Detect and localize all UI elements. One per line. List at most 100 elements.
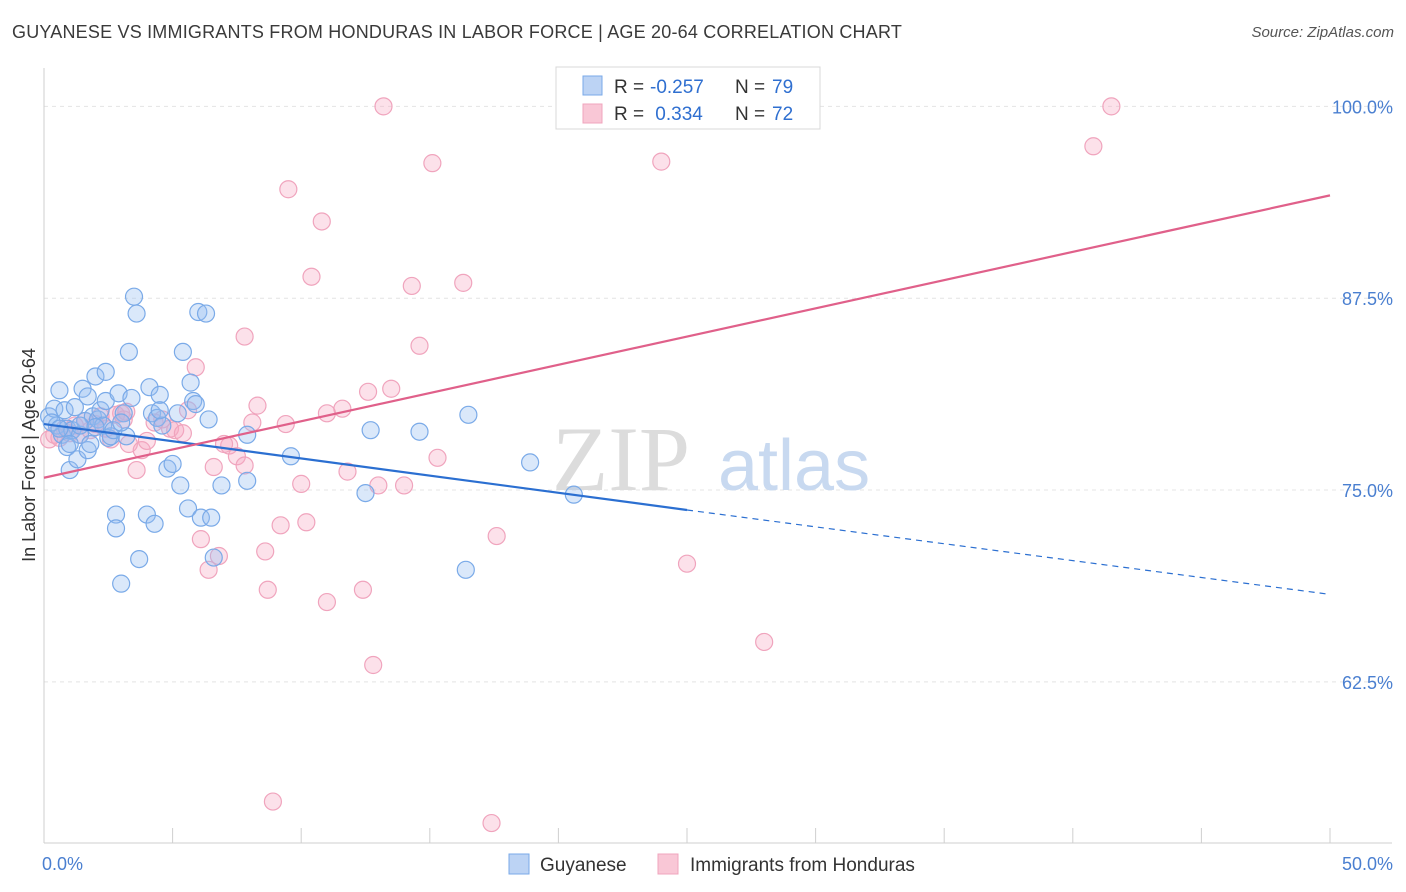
legend: R = -0.257 N = 79 R = 0.334 N = 72 [555,66,821,130]
legend-n-label-honduras: N = [735,104,765,125]
honduras-point-54 [374,97,393,116]
guyanese-point-56 [196,304,216,323]
guyanese-point-40 [140,378,159,397]
honduras-point-29 [204,457,223,477]
guyanese-point-73 [60,434,79,454]
trend-line-guyanese-extension [686,509,1331,595]
guyanese-point-69 [521,453,540,472]
guyanese-point-23 [96,362,115,381]
guyanese-point-76 [112,413,131,432]
guyanese-point-38 [130,549,149,569]
honduras-point-68 [1102,97,1121,116]
bottom-legend-swatch-honduras [657,853,679,875]
guyanese-point-29 [106,519,126,538]
guyanese-point-53 [184,391,203,411]
guyanese-point-77 [150,401,169,420]
honduras-point-61 [454,273,473,292]
guyanese-point-48 [168,404,187,423]
legend-n-value-honduras: 72 [772,104,793,125]
guyanese-point-74 [70,416,90,435]
honduras-point-60 [428,448,447,467]
axes [43,68,1392,844]
honduras-point-43 [292,474,311,493]
y-tick-label-0: 100.0% [1332,97,1393,117]
honduras-point-34 [235,327,254,346]
honduras-point-47 [317,592,337,612]
chart-title: GUYANESE VS IMMIGRANTS FROM HONDURAS IN … [12,22,903,42]
legend-r-label-guyanese: R = [614,77,644,98]
bottom-legend-label-guyanese: Guyanese [540,855,627,876]
guyanese-point-78 [186,394,205,414]
guyanese-point-50 [173,342,192,362]
guyanese-point-10 [65,398,84,417]
honduras-point-67 [1084,137,1103,156]
series-guyanese-points [40,287,583,593]
guyanese-point-66 [410,422,429,441]
honduras-point-66 [755,632,774,652]
guyanese-point-21 [91,401,110,420]
y-axis-title: In Labor Force | Age 20-64 [19,348,39,562]
guyanese-point-52 [181,373,200,392]
honduras-point-42 [279,180,298,199]
guyanese-point-37 [127,304,146,323]
guyanese-point-17 [81,434,100,454]
x-tick-labels: 0.0% 50.0% [42,854,1393,874]
honduras-point-57 [402,276,421,296]
guyanese-point-58 [202,508,221,527]
guyanese-point-36 [124,287,144,306]
honduras-point-65 [677,554,697,573]
honduras-point-63 [487,526,506,546]
guyanese-point-54 [189,302,208,322]
guyanese-point-12 [70,425,90,444]
guyanese-point-67 [456,560,475,579]
trend-line-guyanese [43,422,688,512]
guyanese-point-61 [238,471,257,490]
honduras-point-37 [256,542,275,561]
guyanese-point-44 [150,385,169,404]
y-tick-labels: 100.0% 87.5% 75.0% 62.5% [1332,97,1393,692]
guyanese-point-35 [122,388,141,408]
guyanese-point-45 [153,416,172,435]
legend-r-value-honduras: 0.334 [650,104,703,125]
guyanese-point-59 [204,548,223,567]
trend-line-honduras [43,194,1331,479]
legend-swatch-honduras [582,103,603,124]
guyanese-point-31 [112,574,131,593]
guyanese-point-28 [106,505,126,524]
guyanese-point-39 [137,505,156,524]
legend-n-label-guyanese: N = [735,77,765,98]
honduras-point-36 [248,396,267,415]
legend-r-label-honduras: R = [614,104,644,125]
guyanese-point-72 [50,419,69,438]
honduras-point-62 [482,813,501,833]
y-tick-label-1: 87.5% [1342,289,1393,309]
honduras-point-19 [137,431,156,451]
bottom-legend-swatch-guyanese [508,853,530,875]
guyanese-point-6 [58,437,77,457]
guyanese-point-15 [78,387,97,406]
x-tick-label-1: 50.0% [1342,854,1393,874]
legend-n-value-guyanese: 79 [772,77,793,98]
honduras-point-27 [191,530,210,549]
honduras-point-56 [394,476,414,495]
guyanese-point-47 [163,454,182,474]
honduras-point-39 [263,792,283,811]
guyanese-point-49 [171,476,190,495]
guyanese-point-55 [191,508,210,527]
trend-lines [43,194,1331,595]
honduras-point-59 [423,154,442,173]
honduras-point-44 [297,513,316,532]
honduras-point-55 [382,379,401,398]
honduras-point-26 [186,358,205,377]
guyanese-point-34 [119,342,138,362]
x-tick-label-0: 0.0% [42,854,83,874]
gridlines [44,105,1392,683]
honduras-point-50 [353,580,373,599]
guyanese-point-5 [55,401,74,420]
honduras-point-46 [312,212,331,231]
honduras-point-51 [358,382,378,401]
honduras-point-38 [258,580,277,599]
guyanese-point-42 [145,514,164,533]
watermark-zip: ZIP [552,408,690,510]
